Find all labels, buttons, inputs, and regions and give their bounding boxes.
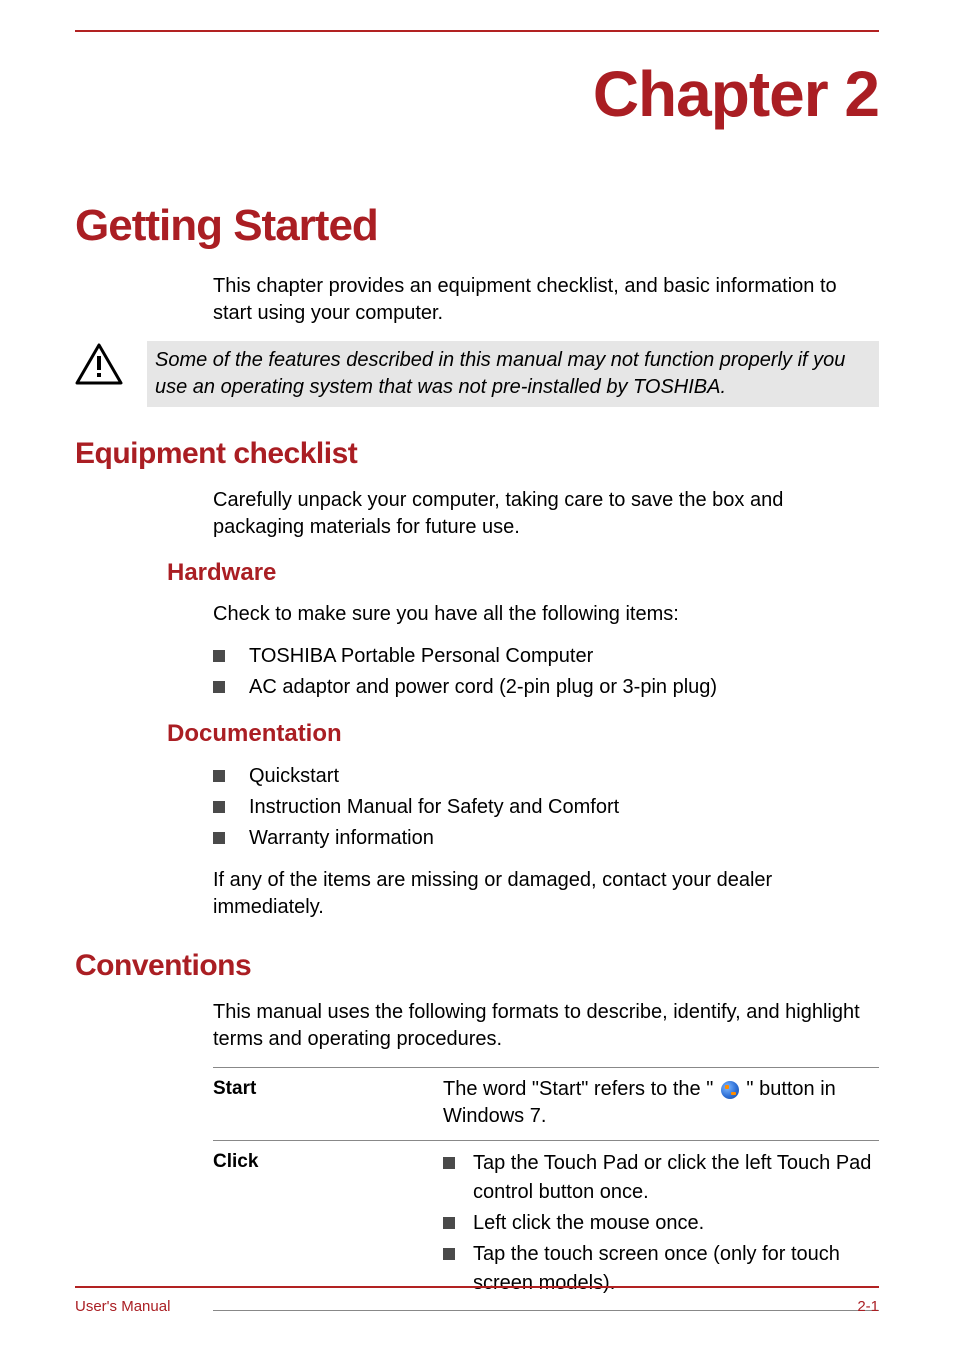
chapter-title: Getting Started xyxy=(75,201,879,251)
footer-right: 2-1 xyxy=(857,1298,879,1315)
bullet-icon xyxy=(213,832,225,844)
bullet-icon xyxy=(213,650,225,662)
list-item: Quickstart xyxy=(213,762,879,791)
bullet-icon xyxy=(443,1248,455,1260)
conv-def: Tap the Touch Pad or click the left Touc… xyxy=(443,1149,879,1300)
table-row: Start The word "Start" refers to the " "… xyxy=(213,1067,879,1140)
list-item: Warranty information xyxy=(213,824,879,853)
list-item-label: TOSHIBA Portable Personal Computer xyxy=(249,642,593,671)
conv-def-prefix: The word "Start" refers to the " xyxy=(443,1078,719,1100)
conventions-table: Start The word "Start" refers to the " "… xyxy=(213,1067,879,1311)
list-item-label: Warranty information xyxy=(249,824,434,853)
documentation-list: Quickstart Instruction Manual for Safety… xyxy=(213,762,879,853)
bullet-icon xyxy=(213,770,225,782)
top-rule xyxy=(75,30,879,32)
documentation-heading: Documentation xyxy=(167,720,879,748)
conventions-intro: This manual uses the following formats t… xyxy=(213,999,879,1053)
list-item-label: Tap the Touch Pad or click the left Touc… xyxy=(473,1149,879,1207)
caution-note: Some of the features described in this m… xyxy=(75,341,879,407)
list-item-label: Quickstart xyxy=(249,762,339,791)
hardware-intro: Check to make sure you have all the foll… xyxy=(213,601,879,628)
chapter-number: Chapter 2 xyxy=(75,57,879,131)
equipment-intro: Carefully unpack your computer, taking c… xyxy=(213,487,879,541)
footer-left: User's Manual xyxy=(75,1298,170,1315)
list-item: Instruction Manual for Safety and Comfor… xyxy=(213,793,879,822)
equipment-heading: Equipment checklist xyxy=(75,437,879,471)
bullet-icon xyxy=(443,1157,455,1169)
list-item: Tap the Touch Pad or click the left Touc… xyxy=(443,1149,879,1207)
conv-term: Click xyxy=(213,1149,443,1300)
bullet-icon xyxy=(213,681,225,693)
page-footer: User's Manual 2-1 xyxy=(75,1286,879,1315)
conventions-heading: Conventions xyxy=(75,949,879,983)
caution-text: Some of the features described in this m… xyxy=(147,341,879,407)
hardware-list: TOSHIBA Portable Personal Computer AC ad… xyxy=(213,642,879,702)
list-item: Left click the mouse once. xyxy=(443,1209,879,1238)
hardware-heading: Hardware xyxy=(167,559,879,587)
conv-term: Start xyxy=(213,1076,443,1130)
conv-def: The word "Start" refers to the " " butto… xyxy=(443,1076,879,1130)
bullet-icon xyxy=(213,801,225,813)
bullet-icon xyxy=(443,1217,455,1229)
caution-icon xyxy=(75,343,123,385)
list-item: TOSHIBA Portable Personal Computer xyxy=(213,642,879,671)
chapter-intro: This chapter provides an equipment check… xyxy=(213,273,879,327)
documentation-outro: If any of the items are missing or damag… xyxy=(213,867,879,921)
windows-start-icon xyxy=(721,1081,739,1099)
list-item-label: Left click the mouse once. xyxy=(473,1209,704,1238)
list-item: AC adaptor and power cord (2-pin plug or… xyxy=(213,673,879,702)
list-item-label: AC adaptor and power cord (2-pin plug or… xyxy=(249,673,717,702)
list-item-label: Instruction Manual for Safety and Comfor… xyxy=(249,793,619,822)
